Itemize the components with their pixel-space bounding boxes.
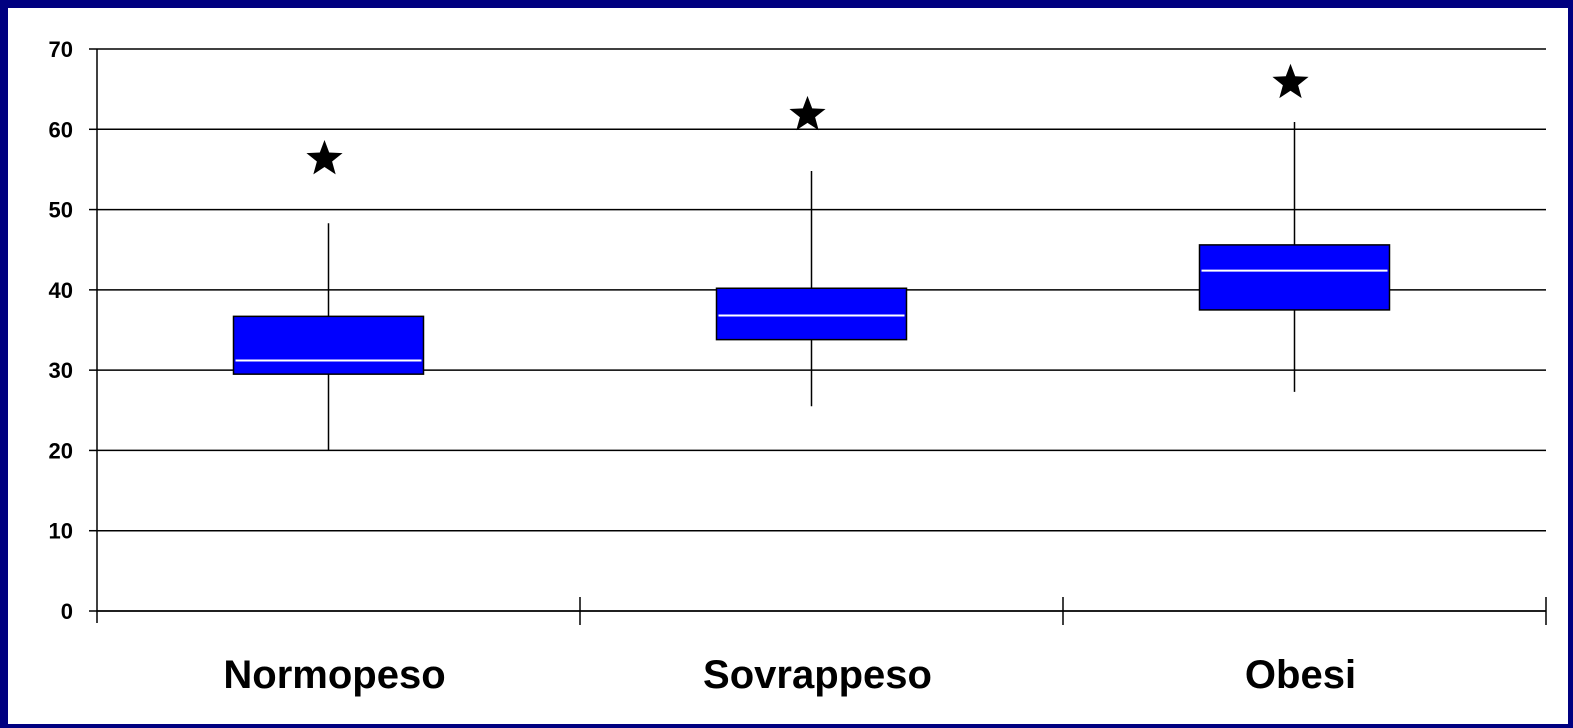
y-tick-label: 10 bbox=[49, 519, 73, 544]
axes bbox=[89, 48, 1547, 625]
y-tick-label: 0 bbox=[61, 599, 73, 624]
star-icon bbox=[789, 95, 826, 131]
box-sovrappeso bbox=[715, 95, 908, 407]
labels: 0 10 20 30 40 50 60 70 Normopeso Sovrappeso Obesi bbox=[49, 37, 1357, 697]
y-tick-label: 60 bbox=[49, 117, 73, 142]
y-tick-label: 70 bbox=[49, 37, 73, 62]
star-icon bbox=[1272, 63, 1309, 99]
iqr-box bbox=[715, 287, 908, 341]
box-obesi bbox=[1198, 63, 1391, 392]
y-tick-label: 30 bbox=[49, 358, 73, 383]
box-normopeso bbox=[232, 139, 425, 451]
category-label: Normopeso bbox=[223, 653, 445, 697]
star-icon bbox=[306, 139, 343, 175]
y-tick-label: 40 bbox=[49, 278, 73, 303]
iqr-box bbox=[1198, 244, 1391, 311]
category-label: Obesi bbox=[1245, 653, 1356, 697]
y-tick-label: 20 bbox=[49, 438, 73, 463]
category-label: Sovrappeso bbox=[703, 653, 932, 697]
iqr-box bbox=[232, 315, 425, 375]
boxes bbox=[232, 63, 1391, 451]
y-tick-label: 50 bbox=[49, 198, 73, 223]
